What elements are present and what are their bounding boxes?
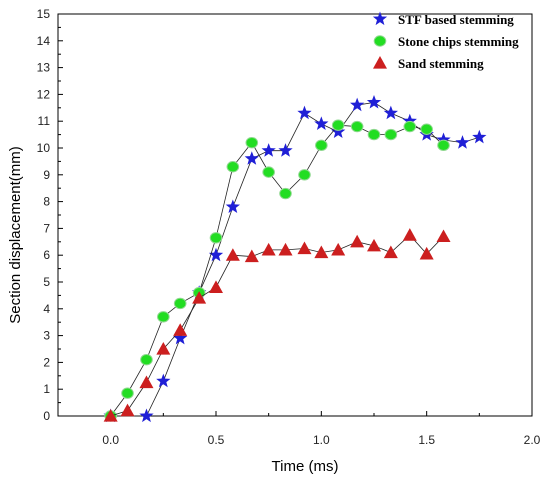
data-point bbox=[314, 116, 329, 130]
data-point bbox=[262, 166, 275, 178]
data-point bbox=[192, 291, 207, 304]
data-point bbox=[261, 242, 276, 256]
data-point bbox=[383, 105, 398, 120]
data-point bbox=[298, 169, 311, 181]
data-point bbox=[331, 124, 346, 138]
data-point bbox=[244, 249, 259, 263]
legend-marker bbox=[372, 11, 388, 26]
data-point bbox=[403, 120, 417, 133]
data-point bbox=[455, 135, 470, 149]
data-point bbox=[472, 129, 487, 144]
data-point bbox=[225, 248, 240, 261]
x-tick-label: 1.5 bbox=[418, 433, 435, 447]
series-circle bbox=[104, 119, 450, 422]
series-layer bbox=[103, 94, 487, 423]
data-point bbox=[245, 136, 259, 149]
y-tick-label: 7 bbox=[43, 221, 50, 235]
data-point bbox=[244, 151, 259, 165]
data-point bbox=[278, 143, 293, 157]
data-point bbox=[156, 373, 171, 388]
y-tick-label: 6 bbox=[43, 248, 50, 262]
data-point bbox=[121, 387, 134, 399]
y-tick-label: 2 bbox=[43, 355, 50, 369]
y-tick-label: 1 bbox=[43, 382, 50, 396]
y-tick-label: 3 bbox=[43, 329, 50, 343]
data-point bbox=[350, 234, 365, 248]
data-point bbox=[173, 323, 188, 336]
data-point bbox=[367, 128, 381, 141]
data-point bbox=[314, 245, 329, 259]
y-tick-label: 15 bbox=[37, 7, 51, 21]
data-point bbox=[278, 242, 293, 256]
legend: STF based stemming Stone chips stemming Sa… bbox=[372, 11, 519, 71]
y-tick-label: 0 bbox=[43, 409, 50, 423]
series-line bbox=[110, 234, 444, 417]
data-point bbox=[419, 246, 434, 260]
legend-label: STF based stemming bbox=[398, 12, 514, 27]
data-point bbox=[366, 94, 382, 109]
data-point bbox=[350, 97, 365, 112]
legend-marker bbox=[373, 56, 387, 69]
data-point bbox=[173, 297, 187, 310]
data-point bbox=[261, 143, 276, 157]
data-point bbox=[350, 120, 364, 133]
data-point bbox=[209, 280, 223, 293]
data-point bbox=[367, 238, 381, 252]
data-point bbox=[420, 123, 433, 135]
data-point bbox=[279, 187, 292, 200]
data-point bbox=[157, 311, 170, 323]
data-point bbox=[297, 105, 312, 120]
y-tick-label: 12 bbox=[37, 87, 51, 101]
data-point bbox=[209, 232, 223, 244]
data-point bbox=[103, 409, 118, 422]
legend-label: Sand stemming bbox=[398, 56, 484, 71]
x-tick-label: 2.0 bbox=[524, 433, 541, 447]
data-point bbox=[120, 403, 135, 417]
data-point bbox=[139, 408, 154, 423]
data-point bbox=[383, 245, 398, 259]
plot-area bbox=[57, 13, 533, 417]
x-tick-label: 1.0 bbox=[313, 433, 330, 447]
x-tick-label: 0.0 bbox=[102, 433, 119, 447]
y-tick-label: 4 bbox=[43, 302, 50, 316]
series-line bbox=[110, 124, 444, 417]
x-axis-title: Time (ms) bbox=[272, 458, 339, 475]
y-tick-label: 13 bbox=[37, 61, 51, 75]
data-point bbox=[226, 161, 240, 173]
legend-label: Stone chips stemming bbox=[398, 34, 519, 49]
y-tick-label: 10 bbox=[37, 141, 51, 155]
x-tick-label: 0.5 bbox=[208, 433, 225, 447]
y-tick-label: 14 bbox=[37, 34, 51, 48]
data-point bbox=[437, 139, 450, 152]
data-point bbox=[384, 128, 398, 141]
y-tick-label: 5 bbox=[43, 275, 50, 289]
y-axis-title: Section displacement(mm) bbox=[7, 146, 24, 324]
data-point bbox=[156, 342, 171, 355]
data-point bbox=[436, 132, 451, 147]
series-triangle bbox=[103, 228, 451, 422]
y-tick-label: 8 bbox=[43, 195, 50, 209]
data-point bbox=[297, 241, 312, 255]
data-point bbox=[436, 229, 451, 243]
y-tick-label: 9 bbox=[43, 168, 50, 182]
data-point bbox=[402, 228, 417, 241]
data-point bbox=[173, 330, 188, 345]
data-point bbox=[331, 242, 346, 256]
y-tick-label: 11 bbox=[38, 114, 51, 128]
data-point bbox=[225, 199, 240, 214]
data-point bbox=[331, 119, 345, 131]
data-point bbox=[402, 113, 417, 128]
data-point bbox=[208, 247, 224, 262]
data-point bbox=[315, 139, 328, 152]
legend-marker bbox=[373, 35, 387, 47]
data-point bbox=[140, 354, 153, 366]
data-point bbox=[139, 375, 154, 389]
